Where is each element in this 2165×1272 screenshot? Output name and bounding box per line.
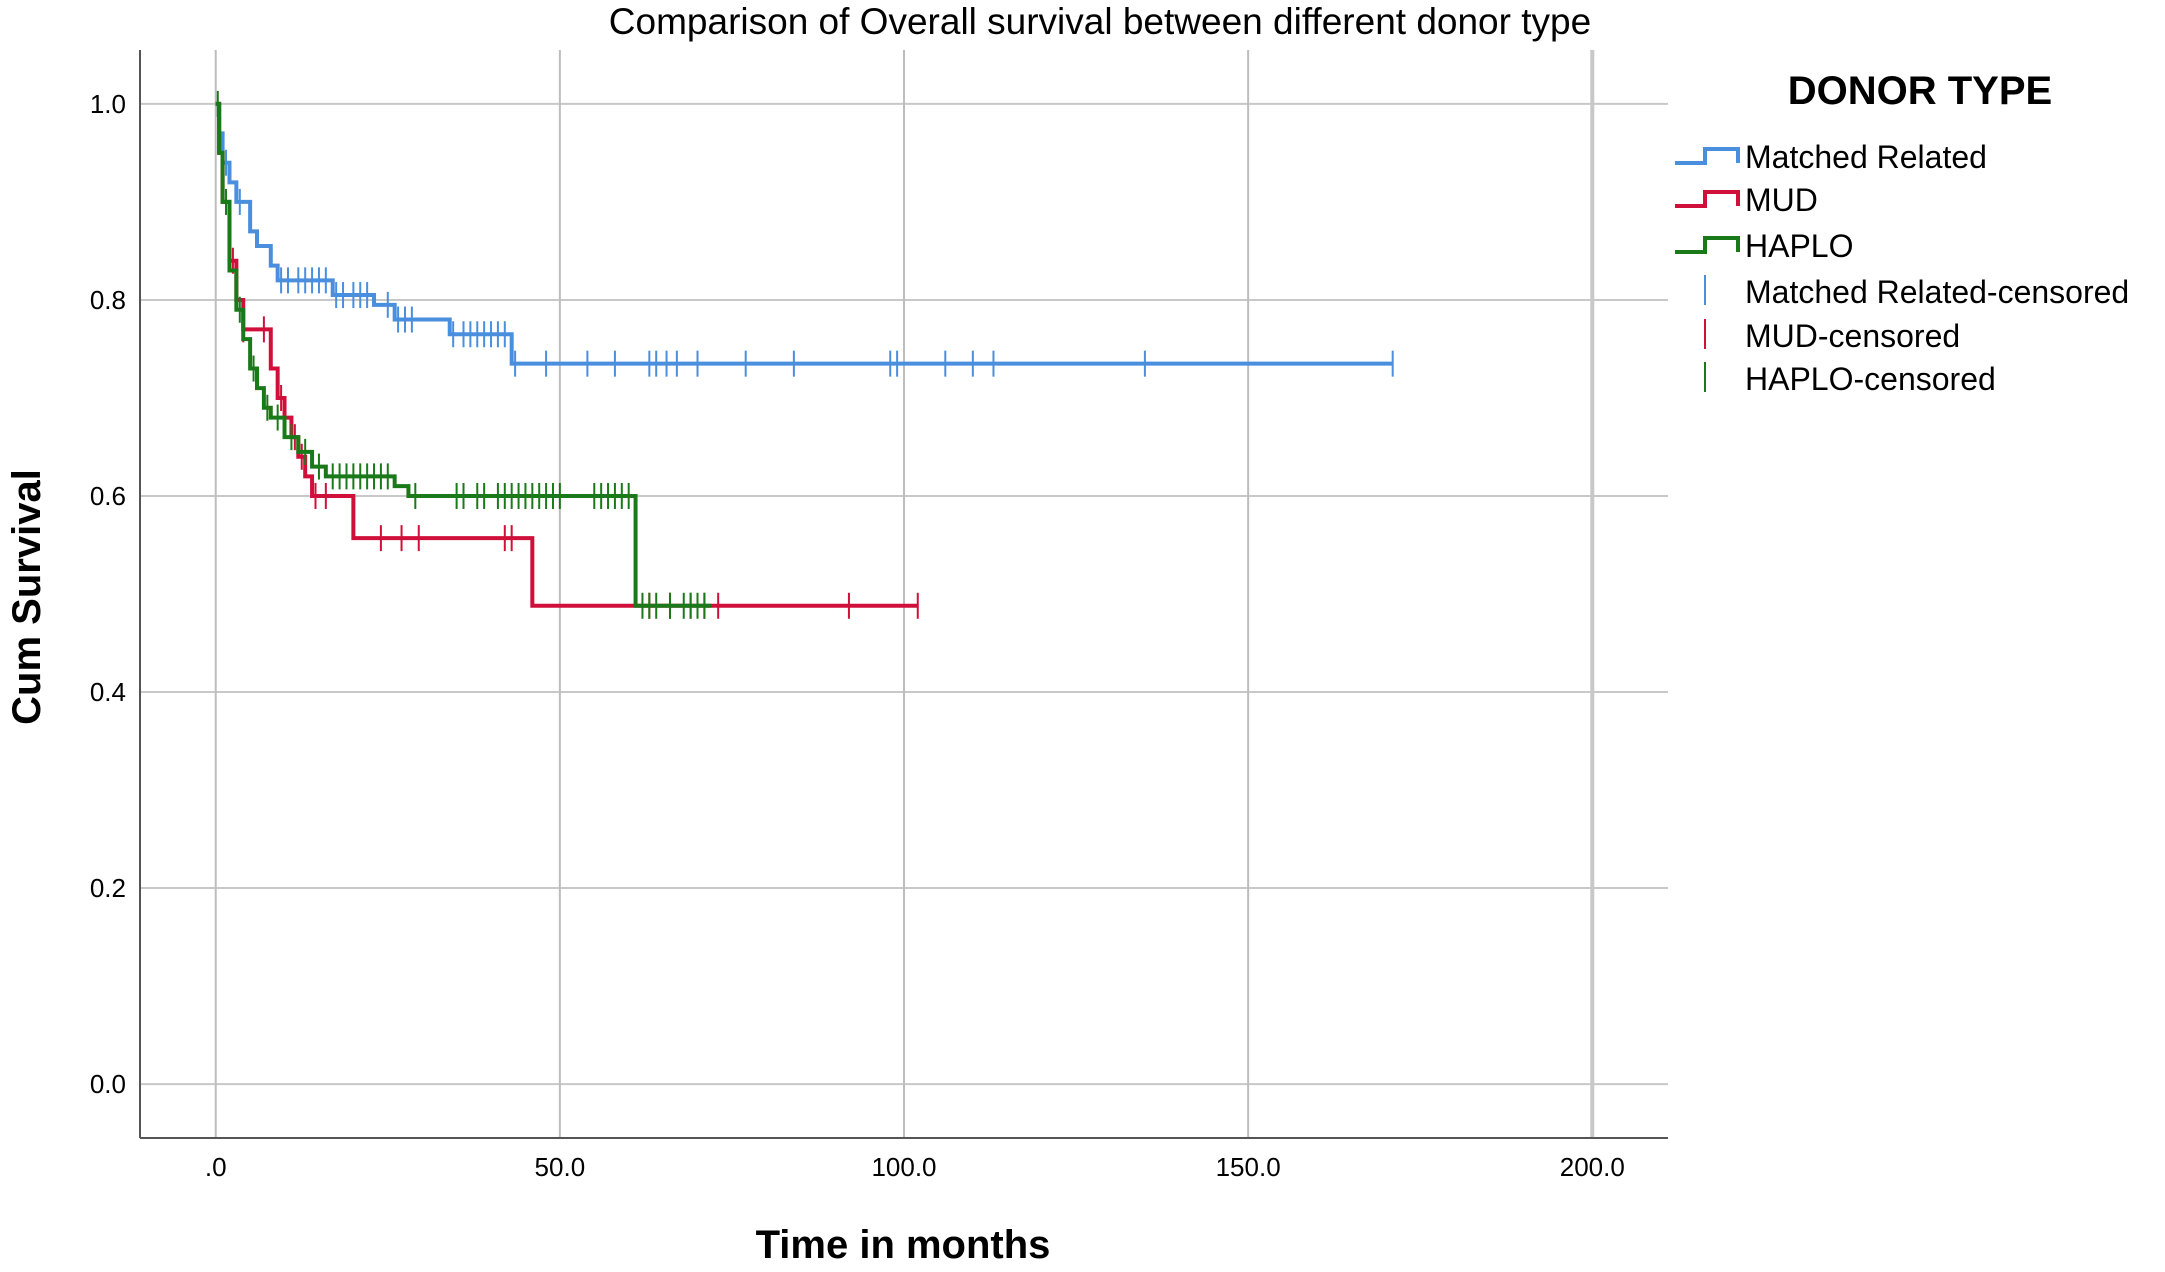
y-tick-label: 0.0 bbox=[90, 1069, 126, 1099]
survival-curve-line bbox=[215, 101, 1393, 366]
plot-frame bbox=[139, 50, 1668, 1139]
legend-title: DONOR TYPE bbox=[1788, 69, 2052, 113]
y-tick-labels: 0.0 0.2 0.4 0.6 0.8 1.0 bbox=[90, 89, 126, 1099]
y-tick-label: 1.0 bbox=[90, 89, 126, 119]
legend-censored-label-2: HAPLO-censored bbox=[1745, 361, 1996, 397]
legend-censored-label-1: MUD-censored bbox=[1745, 318, 1960, 354]
y-tick-label: 0.4 bbox=[90, 677, 126, 707]
survival-curve-line bbox=[215, 101, 712, 608]
legend-label-0: Matched Related bbox=[1745, 139, 1987, 175]
legend-label-1: MUD bbox=[1745, 182, 1818, 218]
series-1 bbox=[215, 101, 919, 619]
y-axis-title: Cum Survival bbox=[5, 469, 49, 725]
x-axis-title: Time in months bbox=[756, 1223, 1051, 1267]
y-tick-label: 0.6 bbox=[90, 481, 126, 511]
grid-lines bbox=[140, 50, 1668, 1138]
legend-censored-label-0: Matched Related-censored bbox=[1745, 274, 2129, 310]
series-2 bbox=[215, 90, 712, 619]
survival-curve-line bbox=[215, 101, 918, 608]
y-tick-label: 0.8 bbox=[90, 285, 126, 315]
chart-title: Comparison of Overall survival between d… bbox=[609, 1, 1591, 42]
y-tick-label: 0.2 bbox=[90, 873, 126, 903]
series-group bbox=[215, 90, 1394, 619]
legend-swatch-1 bbox=[1675, 190, 1740, 208]
series-0 bbox=[215, 101, 1394, 377]
x-tick-label: 150.0 bbox=[1216, 1152, 1281, 1182]
x-tick-label: .0 bbox=[205, 1152, 227, 1182]
legend-swatch-0 bbox=[1675, 147, 1740, 165]
legend-label-2: HAPLO bbox=[1745, 228, 1853, 264]
x-tick-labels: .0 50.0 100.0 150.0 200.0 bbox=[205, 1152, 1625, 1182]
legend-swatch-2 bbox=[1675, 236, 1740, 254]
x-tick-label: 100.0 bbox=[871, 1152, 936, 1182]
x-tick-label: 50.0 bbox=[535, 1152, 586, 1182]
legend: DONOR TYPE Matched Related MUD HAPLO Matche… bbox=[1675, 69, 2129, 397]
x-tick-label: 200.0 bbox=[1560, 1152, 1625, 1182]
